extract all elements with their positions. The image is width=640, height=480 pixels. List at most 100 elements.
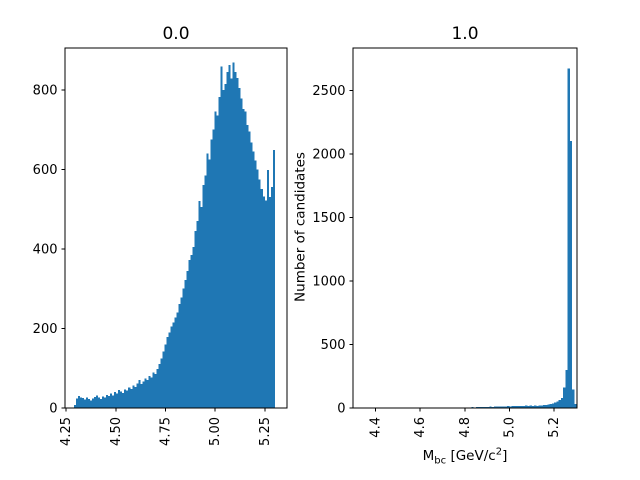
histogram-bar <box>168 332 171 408</box>
histogram-bar <box>92 398 95 408</box>
histogram-bar <box>162 351 165 408</box>
histogram-bar <box>236 77 239 408</box>
histogram-bar <box>202 185 205 408</box>
histogram-bar <box>88 398 91 408</box>
histogram-bar <box>146 379 149 408</box>
histogram-bar <box>569 141 573 408</box>
histogram-bar <box>222 89 225 409</box>
histogram-bar <box>152 372 155 408</box>
right-axes-frame <box>352 47 578 409</box>
histogram-bar <box>74 404 77 408</box>
y-tick-label: 1500 <box>312 211 345 226</box>
left-plot-title: 0.0 <box>162 24 190 44</box>
histogram-bar <box>545 404 548 408</box>
histogram-bar <box>489 406 492 408</box>
right-histogram-bars <box>422 68 577 409</box>
histogram-bar <box>480 406 483 408</box>
x-tick-label: 4.75 <box>158 417 173 446</box>
left-axes-frame <box>64 47 288 409</box>
x-axis-label-mid: [GeV/c <box>446 448 496 464</box>
histogram-bar <box>264 200 267 408</box>
histogram-bar <box>563 387 566 408</box>
histogram-bar <box>94 396 97 408</box>
histogram-bar <box>493 406 497 408</box>
x-axis-label-base: M <box>422 448 435 464</box>
histogram-bar <box>192 246 195 408</box>
histogram-bar <box>538 405 541 408</box>
histogram-bar <box>551 403 555 408</box>
histogram-bar <box>82 398 85 408</box>
histogram-bar <box>505 406 508 408</box>
y-tick-label: 0 <box>49 402 57 417</box>
histogram-bar <box>547 404 550 408</box>
left-y-ticks: 0 200 400 600 800 <box>33 83 65 417</box>
histogram-bar <box>180 297 183 408</box>
histogram-bar <box>522 405 526 408</box>
histogram-bar <box>232 62 235 408</box>
histogram-bar <box>216 115 219 409</box>
x-tick-label: 5.00 <box>208 417 223 446</box>
histogram-bar <box>525 405 528 408</box>
histogram-bar <box>226 71 229 408</box>
histogram-bar <box>272 150 275 408</box>
histogram-bar <box>86 397 89 408</box>
histogram-bar <box>78 396 81 408</box>
histogram-bar <box>172 322 175 408</box>
histogram-bar <box>190 254 193 408</box>
x-tick-label: 5.0 <box>502 417 517 438</box>
x-tick-label: 5.2 <box>547 417 562 438</box>
histogram-bar <box>266 170 269 408</box>
histogram-bar <box>560 398 564 408</box>
y-tick-label: 400 <box>33 242 58 257</box>
histogram-bar <box>114 392 117 408</box>
histogram-bar <box>102 396 105 408</box>
x-tick-label: 4.6 <box>413 417 428 438</box>
histogram-bar <box>200 207 203 408</box>
histogram-bar <box>496 406 499 408</box>
y-tick-label: 2000 <box>312 147 345 162</box>
histogram-bar <box>90 400 93 408</box>
histogram-bar <box>244 111 247 408</box>
histogram-bar <box>260 189 263 408</box>
histogram-bar <box>124 389 127 408</box>
histogram-bar <box>106 394 109 408</box>
histogram-bar <box>542 405 546 408</box>
histogram-bar <box>140 384 143 408</box>
histogram-bar <box>487 406 490 408</box>
histogram-bar <box>204 175 207 408</box>
histogram-bar <box>507 406 510 408</box>
y-tick-label: 800 <box>33 83 58 98</box>
histogram-bar <box>142 381 145 408</box>
histogram-bar <box>96 395 99 408</box>
histogram-bar <box>132 385 135 408</box>
histogram-bar <box>246 124 249 408</box>
left-histogram-plot: 4.25 4.50 4.75 5.00 5.25 0 200 400 600 800 <box>33 47 288 446</box>
histogram-bar <box>256 169 259 408</box>
histogram-bar <box>549 404 552 408</box>
histogram-bar <box>529 405 532 408</box>
right-histogram-plot: 4.4 4.6 4.8 5.0 5.2 0 500 1000 1500 2000 2500 <box>312 47 578 438</box>
histogram-bar <box>122 392 125 408</box>
histogram-bar <box>108 396 111 408</box>
y-tick-label: 500 <box>321 338 346 353</box>
histogram-bar <box>76 398 79 408</box>
histogram-bar <box>270 187 273 408</box>
histogram-bar <box>166 337 169 408</box>
x-axis-label-superscript: 2 <box>495 446 503 458</box>
histogram-bar <box>574 404 577 408</box>
y-tick-label: 0 <box>337 402 345 417</box>
histogram-bar <box>110 393 113 408</box>
histogram-bar <box>148 375 151 408</box>
histogram-bar <box>240 98 243 408</box>
histogram-bar <box>174 317 177 408</box>
histogram-bar <box>134 386 137 408</box>
x-tick-label: 4.4 <box>368 417 383 438</box>
histogram-bar <box>556 401 559 408</box>
histogram-bar <box>214 111 217 408</box>
histogram-bar <box>502 406 505 408</box>
x-tick-label: 4.8 <box>458 417 473 438</box>
y-axis-label: Number of candidates <box>292 152 309 302</box>
y-tick-label: 1000 <box>312 274 345 289</box>
x-tick-label: 4.50 <box>109 417 124 446</box>
